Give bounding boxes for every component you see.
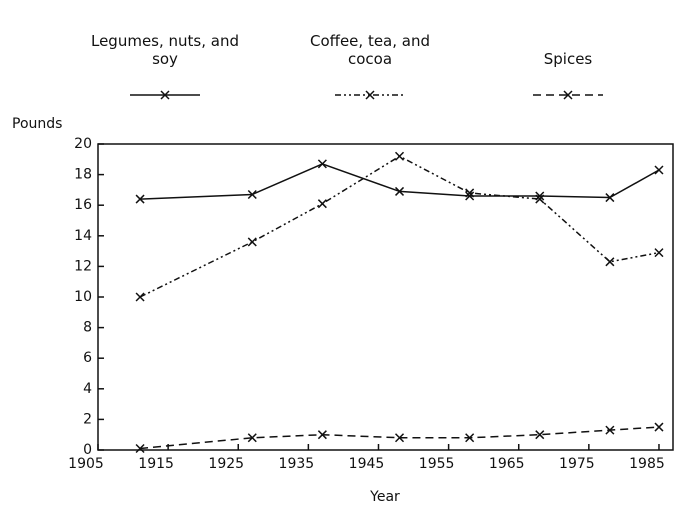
legend-marker	[365, 90, 375, 100]
y-tick-label: 10	[74, 289, 92, 305]
data-marker	[394, 186, 405, 196]
y-tick-label: 4	[83, 381, 92, 397]
data-marker	[465, 191, 475, 201]
x-tick-label: 1945	[349, 456, 385, 472]
data-marker	[394, 433, 405, 443]
data-marker	[465, 188, 475, 198]
data-marker	[605, 257, 615, 267]
series-line	[139, 155, 660, 298]
x-tick-label: 1975	[559, 456, 595, 472]
legend-label: Coffee, tea, and cocoa	[309, 32, 431, 68]
x-tick-label: 1925	[208, 456, 244, 472]
y-tick-label: 20	[74, 136, 92, 152]
legend-marker	[563, 90, 573, 100]
x-tick-label: 1915	[138, 456, 174, 472]
data-marker	[317, 159, 327, 169]
y-tick-label: 8	[83, 320, 92, 336]
data-marker	[654, 248, 664, 258]
data-marker	[135, 443, 145, 454]
x-axis-label: Year	[369, 489, 400, 505]
series-line	[140, 163, 660, 200]
data-marker	[247, 189, 257, 200]
data-marker	[247, 433, 257, 443]
data-marker	[135, 194, 145, 204]
x-tick-label: 1985	[629, 456, 665, 472]
data-marker	[654, 165, 664, 175]
y-tick-label: 12	[74, 258, 92, 274]
x-tick-label: 1965	[489, 456, 525, 472]
legend-label: Spices	[543, 50, 593, 68]
data-marker	[535, 194, 545, 204]
legend-marker	[160, 90, 170, 100]
y-axis-label: Pounds	[12, 116, 62, 132]
y-tick-label: 2	[83, 411, 92, 427]
data-marker	[605, 193, 615, 203]
y-tick-label: 14	[74, 228, 92, 244]
y-tick-label: 16	[74, 197, 92, 213]
series-line	[140, 426, 660, 450]
x-tick-label: 1955	[419, 456, 455, 472]
x-tick-label: 1905	[68, 456, 104, 472]
data-marker	[317, 199, 327, 209]
legend-label: Legumes, nuts, and soy	[90, 32, 239, 68]
data-marker	[535, 430, 545, 440]
y-tick-label: 18	[74, 167, 92, 183]
x-tick-label: 1935	[279, 456, 315, 472]
plot-frame	[97, 143, 674, 451]
y-tick-label: 0	[83, 442, 92, 458]
data-marker	[135, 292, 145, 302]
y-tick-label: 6	[83, 350, 92, 366]
data-marker	[394, 151, 405, 161]
data-marker	[465, 433, 475, 443]
data-marker	[247, 237, 257, 247]
data-marker	[605, 425, 615, 435]
data-marker	[317, 430, 327, 440]
data-marker	[654, 422, 664, 432]
